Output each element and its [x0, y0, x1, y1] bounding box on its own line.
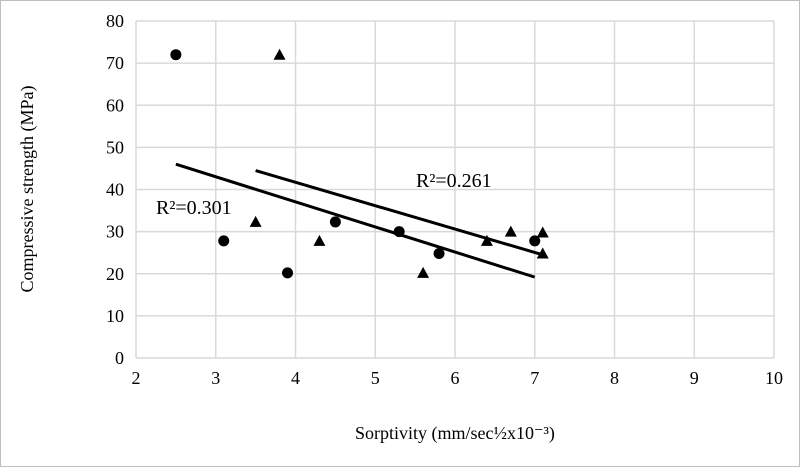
y-tick-label: 20 [106, 264, 124, 284]
y-tick-label: 70 [106, 53, 124, 73]
x-axis-label: Sorptivity (mm/sec½x10⁻³) [355, 423, 555, 444]
data-point-triangle [313, 234, 326, 246]
data-point-circle [329, 216, 341, 228]
r-squared-annotation-circles: R²=0.301 [156, 197, 232, 219]
data-point-circle [170, 49, 182, 61]
data-point-circle [218, 235, 230, 247]
data-point-triangle [480, 234, 493, 246]
x-tick-label: 8 [610, 368, 619, 388]
y-tick-label: 40 [106, 180, 124, 200]
data-point-triangle [536, 247, 549, 259]
y-tick-label: 80 [106, 11, 124, 31]
x-tick-label: 10 [765, 368, 783, 388]
data-point-triangle [417, 266, 430, 278]
y-tick-label: 10 [106, 306, 124, 326]
data-point-triangle [273, 48, 286, 60]
trendlines [175, 162, 544, 279]
x-tick-label: 7 [530, 368, 539, 388]
data-point-triangle [504, 225, 517, 237]
y-tick-label: 0 [115, 348, 124, 368]
r-squared-annotation-triangles: R²=0.261 [416, 170, 492, 192]
data-point-circle [529, 235, 541, 247]
y-tick-label: 30 [106, 222, 124, 242]
tick-labels: 2 3 4 5 6 7 8 9 10 0 10 20 30 40 50 60 70 80 [106, 11, 783, 388]
x-tick-label: 9 [690, 368, 699, 388]
trendline-triangle [255, 169, 544, 257]
x-tick-label: 4 [291, 368, 300, 388]
x-tick-label: 6 [451, 368, 460, 388]
trendline-circle [175, 162, 536, 279]
y-axis-label: Compressive strength (MPa) [17, 86, 38, 293]
x-tick-label: 5 [371, 368, 380, 388]
data-point-circle [282, 267, 294, 279]
x-tick-label: 2 [132, 368, 141, 388]
y-tick-label: 60 [106, 95, 124, 115]
data-point-triangle [536, 226, 549, 238]
data-point-circle [393, 226, 405, 238]
grid [135, 20, 775, 359]
data-points [170, 48, 549, 279]
y-tick-label: 50 [106, 137, 124, 157]
data-point-circle [433, 248, 445, 260]
x-tick-label: 3 [211, 368, 220, 388]
data-point-triangle [249, 215, 262, 227]
